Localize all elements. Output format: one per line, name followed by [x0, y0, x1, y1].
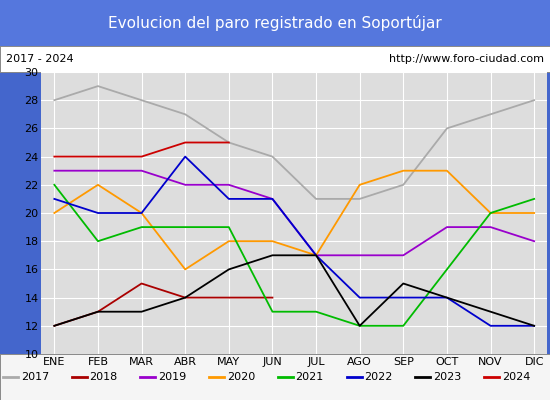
Text: 2017 - 2024: 2017 - 2024: [6, 54, 73, 64]
Text: 2023: 2023: [433, 372, 461, 382]
Text: http://www.foro-ciudad.com: http://www.foro-ciudad.com: [389, 54, 544, 64]
Text: 2017: 2017: [21, 372, 49, 382]
Text: 2020: 2020: [227, 372, 255, 382]
Text: 2024: 2024: [502, 372, 530, 382]
Text: 2022: 2022: [364, 372, 393, 382]
Text: 2018: 2018: [89, 372, 118, 382]
Text: 2021: 2021: [296, 372, 324, 382]
Text: Evolucion del paro registrado en Soportújar: Evolucion del paro registrado en Soportú…: [108, 15, 442, 31]
Text: 2019: 2019: [158, 372, 186, 382]
